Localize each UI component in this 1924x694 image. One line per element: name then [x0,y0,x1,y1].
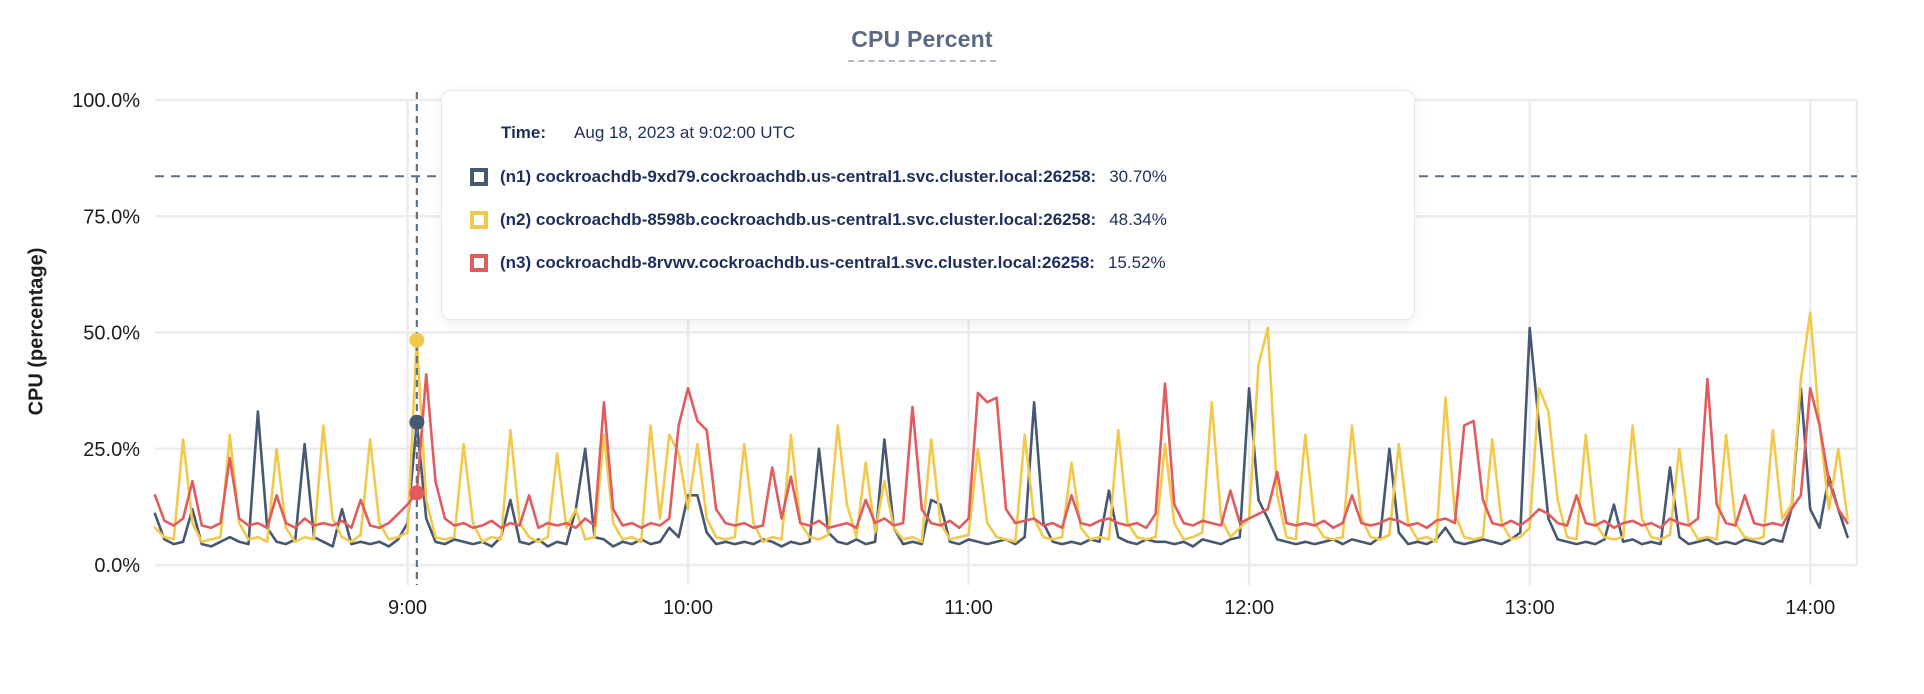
x-tick-label: 14:00 [1785,597,1835,619]
x-tick-label: 10:00 [663,597,713,619]
x-tick-label: 11:00 [944,597,993,619]
y-tick-label: 50.0% [83,323,140,345]
n2-legend-swatch-icon [470,211,488,229]
series-line-n3 [153,373,1849,530]
y-tick-label: 0.0% [94,555,140,577]
series-line-n1 [153,326,1849,548]
y-tick-label: 75.0% [83,206,140,228]
tooltip-time-row: Time: Aug 18, 2023 at 9:02:00 UTC [501,123,1386,143]
n3-series-label: (n3) cockroachdb-8rvwv.cockroachdb.us-ce… [500,253,1095,272]
tooltip-series-row-n1: (n1) cockroachdb-9xd79.cockroachdb.us-ce… [470,167,1386,187]
hover-point-n2[interactable] [409,332,425,348]
n2-series-value: 48.34% [1109,210,1167,229]
hover-point-n3[interactable] [409,485,425,501]
n3-series-value: 15.52% [1107,253,1166,272]
x-tick-label: 13:00 [1505,597,1555,619]
x-tick-label: 9:00 [388,597,427,619]
tooltip-series-row-n2: (n2) cockroachdb-8598b.cockroachdb.us-ce… [470,210,1386,230]
tooltip-series-row-n3: (n3) cockroachdb-8rvwv.cockroachdb.us-ce… [470,253,1386,273]
tooltip-time-value: Aug 18, 2023 at 9:02:00 UTC [574,123,796,142]
n2-series-label: (n2) cockroachdb-8598b.cockroachdb.us-ce… [500,210,1097,229]
chart-tooltip: Time: Aug 18, 2023 at 9:02:00 UTC (n1) co… [441,90,1415,320]
n1-legend-swatch-icon [470,168,488,186]
tooltip-time-label: Time: [501,123,547,142]
series-line-n2 [153,311,1849,544]
hover-point-n1[interactable] [409,414,425,430]
n3-legend-swatch-icon [470,254,488,272]
y-tick-label: 25.0% [83,439,140,461]
n1-series-value: 30.70% [1109,167,1167,186]
y-tick-label: 100.0% [72,90,140,112]
chart-title[interactable]: CPU Percent [848,26,996,62]
n1-series-label: (n1) cockroachdb-9xd79.cockroachdb.us-ce… [500,167,1097,186]
x-tick-label: 12:00 [1224,597,1274,619]
